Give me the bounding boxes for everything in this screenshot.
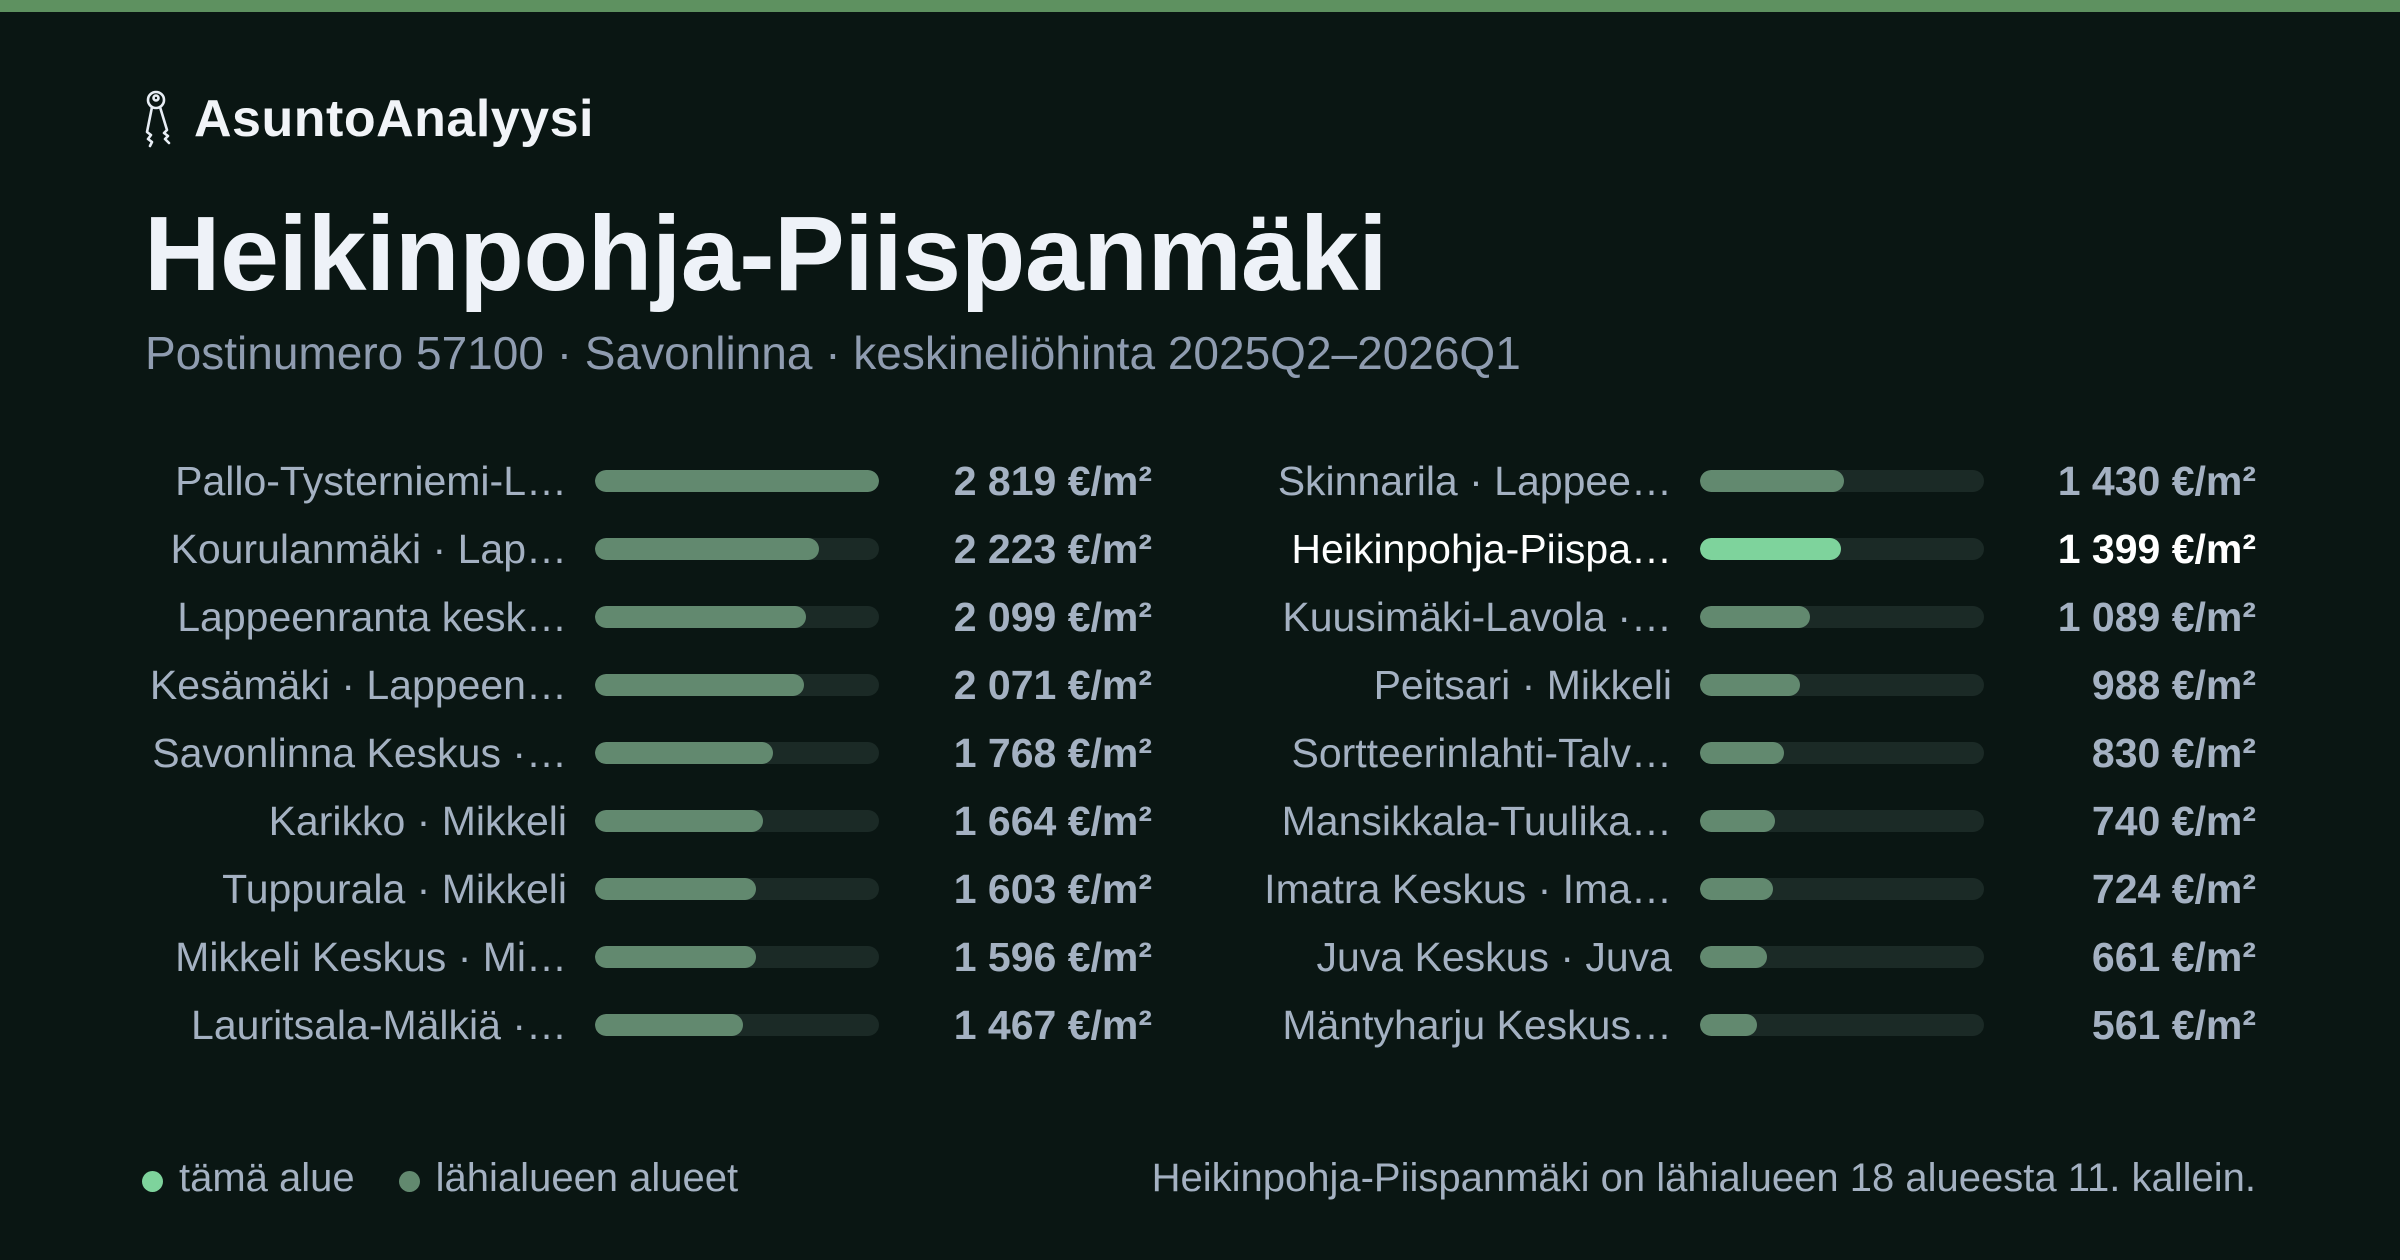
bar-row: Kesämäki · Lappeen… 2 071 €/m²	[0, 651, 2400, 719]
bar-label: Imatra Keskus · Ima…	[1264, 866, 1672, 912]
bar-value-label: 2 819 €/m²	[953, 458, 1152, 504]
bar-value-label: 561 €/m²	[2091, 1002, 2256, 1048]
legend-item-current: tämä alue	[142, 1156, 355, 1201]
bar	[595, 606, 806, 628]
bar	[1700, 742, 1784, 764]
bar-track	[595, 674, 879, 696]
bar-track	[595, 878, 879, 900]
bar-row: Imatra Keskus · Ima… 724 €/m²	[0, 855, 2400, 923]
bar-track	[595, 742, 879, 764]
bar-value-label: 1 768 €/m²	[953, 730, 1152, 776]
bar-value-label: 1 430 €/m²	[2057, 458, 2256, 504]
bar-track	[595, 810, 879, 832]
brand: AsuntoAnalyysi	[140, 84, 594, 154]
bar-value-label: 830 €/m²	[2091, 730, 2256, 776]
bar-label: Mäntyharju Keskus…	[1282, 1002, 1672, 1048]
bar-track	[595, 538, 879, 560]
bar-track	[1700, 674, 1984, 696]
legend-label-current: tämä alue	[179, 1155, 355, 1200]
bar	[595, 538, 819, 560]
bar	[595, 742, 773, 764]
bar-track	[1700, 538, 1984, 560]
bar-value-label: 1 664 €/m²	[953, 798, 1152, 844]
bar-row: Lauritsala-Mälkiä ·… 1 467 €/m²	[0, 991, 2400, 1059]
bar-track	[1700, 810, 1984, 832]
bar-value-label: 724 €/m²	[2091, 866, 2256, 912]
bar-track	[595, 1014, 879, 1036]
bar-value-label: 1 603 €/m²	[953, 866, 1152, 912]
bar	[1700, 606, 1810, 628]
bar-row: Pallo-Tysterniemi-L… 2 819 €/m²	[0, 447, 2400, 515]
bar-row: Mikkeli Keskus · Mi… 1 596 €/m²	[0, 923, 2400, 991]
bar-track	[1700, 470, 1984, 492]
bar-track	[1700, 742, 1984, 764]
bar-label: Juva Keskus · Juva	[1316, 934, 1673, 980]
bar	[1700, 674, 1800, 696]
bar-value-label: 1 596 €/m²	[953, 934, 1152, 980]
bar-track	[1700, 1014, 1984, 1036]
page-subtitle: Postinumero 57100 · Savonlinna · keskine…	[145, 327, 1521, 379]
bar-value-label: 988 €/m²	[2091, 662, 2256, 708]
top-accent-bar	[0, 0, 2400, 12]
bar-value-label: 740 €/m²	[2091, 798, 2256, 844]
bar-row: Tuppurala · Mikkeli 1 603 €/m²	[0, 855, 2400, 923]
bar-value-label: 661 €/m²	[2091, 934, 2256, 980]
bar-row: Heikinpohja-Piispa… 1 399 €/m²	[0, 515, 2400, 583]
bar	[595, 878, 756, 900]
keys-icon	[140, 88, 180, 150]
bar-value-label: 2 071 €/m²	[953, 662, 1152, 708]
bar-row: Savonlinna Keskus ·… 1 768 €/m²	[0, 719, 2400, 787]
bar-row: Mäntyharju Keskus… 561 €/m²	[0, 991, 2400, 1059]
bar	[1700, 538, 1841, 560]
bar-row: Lappeenranta kesk… 2 099 €/m²	[0, 583, 2400, 651]
bar	[1700, 470, 1844, 492]
bar-label: Sortteerinlahti-Talv…	[1291, 730, 1672, 776]
page-title: Heikinpohja-Piispanmäki	[144, 195, 1388, 313]
bar	[595, 810, 763, 832]
legend-dot-current	[142, 1170, 163, 1192]
bar	[1700, 810, 1775, 832]
bar-value-label: 2 099 €/m²	[953, 594, 1152, 640]
bar-track	[595, 946, 879, 968]
ranking-summary: Heikinpohja-Piispanmäki on lähialueen 18…	[1151, 1156, 2256, 1200]
bar	[1700, 878, 1773, 900]
legend-label-nearby: lähialueen alueet	[435, 1155, 739, 1200]
bar	[595, 470, 879, 492]
bar-track	[595, 606, 879, 628]
bar-label: Heikinpohja-Piispa…	[1291, 526, 1672, 572]
bar-label: Kuusimäki-Lavola ·…	[1282, 594, 1672, 640]
legend-item-nearby: lähialueen alueet	[398, 1155, 739, 1201]
bar	[595, 1014, 743, 1036]
bar-track	[1700, 946, 1984, 968]
bar-value-label: 2 223 €/m²	[953, 526, 1152, 572]
bar-row: Skinnarila · Lappee… 1 430 €/m²	[0, 447, 2400, 515]
bar	[595, 946, 756, 968]
bar-row: Juva Keskus · Juva 661 €/m²	[0, 923, 2400, 991]
bar-label: Peitsari · Mikkeli	[1373, 662, 1672, 708]
legend-dot-nearby	[398, 1170, 420, 1192]
bar-label: Mansikkala-Tuulika…	[1281, 798, 1672, 844]
bar	[1700, 946, 1767, 968]
bar	[595, 674, 804, 696]
bar-value-label: 1 089 €/m²	[2057, 594, 2256, 640]
bar-track	[1700, 878, 1984, 900]
legend: tämä alue lähialueen alueet	[142, 1148, 782, 1208]
bar-label: Skinnarila · Lappee…	[1277, 458, 1672, 504]
bar-row: Kourulanmäki · Lap… 2 223 €/m²	[0, 515, 2400, 583]
brand-name: AsuntoAnalyysi	[194, 90, 594, 148]
bar-value-label: 1 399 €/m²	[2057, 526, 2256, 572]
bar-row: Kuusimäki-Lavola ·… 1 089 €/m²	[0, 583, 2400, 651]
bar-row: Karikko · Mikkeli 1 664 €/m²	[0, 787, 2400, 855]
bar-value-label: 1 467 €/m²	[953, 1002, 1152, 1048]
bar-track	[1700, 606, 1984, 628]
bar-track	[595, 470, 879, 492]
bar	[1700, 1014, 1757, 1036]
bar-row: Sortteerinlahti-Talv… 830 €/m²	[0, 719, 2400, 787]
bar-row: Peitsari · Mikkeli 988 €/m²	[0, 651, 2400, 719]
bar-row: Mansikkala-Tuulika… 740 €/m²	[0, 787, 2400, 855]
